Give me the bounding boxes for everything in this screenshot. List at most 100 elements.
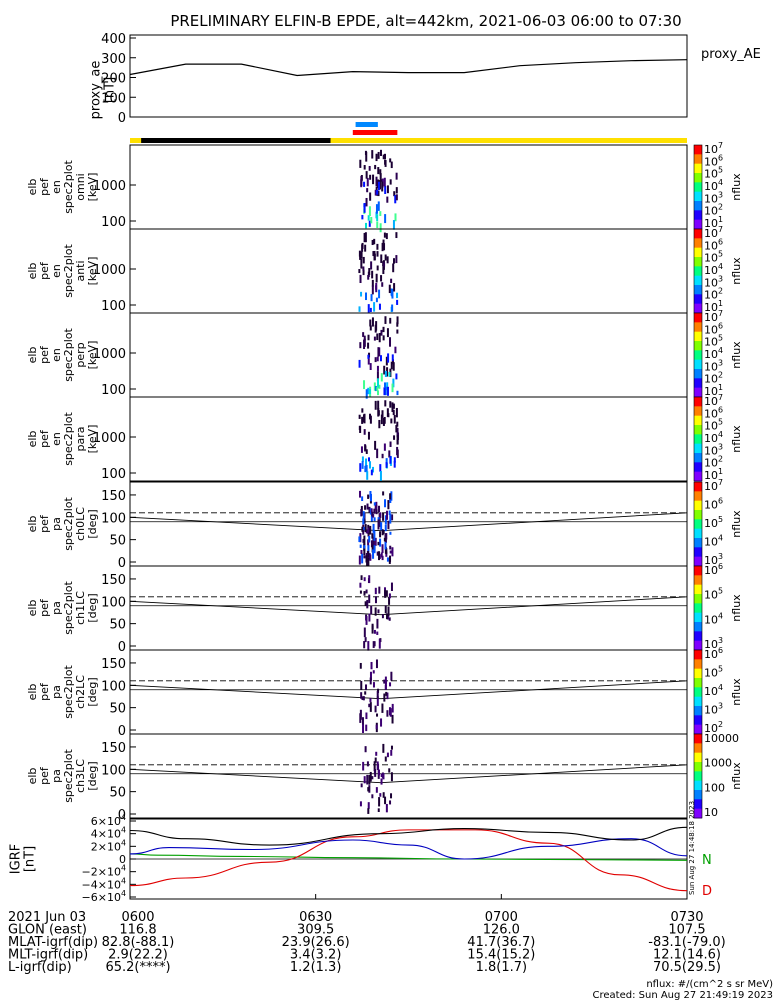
axis-label-line: pa (50, 517, 63, 531)
colorbar-tick-label: 102 (704, 720, 723, 735)
axis-label-line: IGRF (9, 844, 24, 874)
spectrogram-cell (368, 206, 371, 217)
colorbar-segment (694, 566, 702, 576)
spectrogram-cell (365, 458, 368, 467)
ephemeris-value: 15.4(15.2) (467, 948, 535, 963)
axis-label-line: en (50, 264, 63, 278)
spectrogram-cell (371, 544, 374, 553)
colorbar-segment (694, 584, 702, 595)
spectrogram-cell (362, 518, 365, 525)
spectrogram-cell (380, 373, 383, 382)
spectrogram-cell (367, 539, 370, 546)
spectrogram-cell (369, 307, 372, 313)
spectrogram-cell (363, 591, 366, 596)
colorbar-segment (694, 808, 702, 819)
y-tick-label: 150 (101, 573, 126, 588)
spectrogram-cell (386, 752, 389, 758)
spectrogram-cell (384, 796, 387, 805)
spectrogram-cell (359, 662, 362, 669)
colorbar-segment (694, 556, 702, 567)
spectrogram-cell (369, 671, 372, 681)
spectrogram-cell (366, 599, 369, 609)
spectrogram-cell (365, 616, 368, 625)
spectrogram-cell (360, 446, 363, 453)
axis-label-line: pa (50, 601, 63, 615)
colorbar-tick-label: 105 (704, 665, 723, 680)
spectrogram-cell (389, 337, 392, 347)
spectrogram-cell (369, 174, 372, 180)
spectrogram-cell (390, 793, 393, 799)
spectrogram-cell (360, 291, 363, 297)
y-tick-label: 1000 (93, 263, 126, 278)
spectrogram-cell (364, 465, 367, 473)
spectrogram-cell (389, 545, 392, 550)
colorbar-tick-label: 103 (704, 552, 723, 567)
spectrogram-cell (395, 373, 398, 380)
spectrogram-cell (386, 196, 389, 203)
spectrogram-cell (377, 407, 380, 417)
spectrogram-cell (363, 165, 366, 170)
spectrogram-cell (390, 278, 393, 284)
spectrogram-cell (383, 416, 386, 424)
spectrogram-cell (385, 462, 388, 468)
spectrogram-cell (378, 180, 381, 190)
spectrogram-cell (359, 255, 362, 260)
spectrogram-cell (359, 544, 362, 548)
spectrogram-cell (361, 526, 364, 532)
axis-label-line: [keV] (86, 257, 99, 286)
spectrogram-cell (382, 773, 385, 780)
axis-label-line: elb (26, 179, 39, 196)
spectrogram-cell (386, 408, 389, 417)
colorbar-tick-label: 101 (704, 215, 723, 230)
colorbar-segment (694, 294, 702, 305)
axis-label-line: elb (26, 684, 39, 701)
colorbar-tick-label: 107 (704, 309, 723, 324)
axis-label-line: pef (38, 514, 51, 533)
spectrogram-cell (373, 517, 376, 522)
axis-label-line: spec2plot (62, 160, 75, 214)
colorbar-tick-label: 103 (704, 358, 723, 373)
spectrogram-cell (384, 681, 387, 690)
spectrogram-cell (390, 582, 393, 592)
axis-label-line: elb (26, 347, 39, 364)
colorbar-tick-label: 106 (704, 405, 723, 420)
axis-label-line: omni (74, 173, 87, 200)
spectrogram-cell (381, 529, 384, 536)
spectrogram-cell (384, 185, 387, 194)
axis-label-line: pef (38, 261, 51, 280)
ephemeris-value: 2.9(22.2) (108, 948, 168, 963)
colorbar-tick-label: 105 (704, 418, 723, 433)
region-bar-yellow (130, 138, 687, 143)
spectrogram-cell (381, 555, 384, 561)
colorbar-tick-label: 101 (704, 383, 723, 398)
colorbar-segment (694, 538, 702, 548)
loss-cone-line (129, 596, 688, 616)
y-tick-label: 100 (101, 299, 126, 314)
spectrogram-cell (372, 251, 375, 257)
spectrogram-cell (367, 802, 370, 809)
spectrogram-cell (365, 449, 368, 454)
spectrogram-cell (370, 216, 373, 224)
spectrogram-cell (363, 380, 366, 390)
ephemeris-row-label: L-igrf(dip) (8, 960, 72, 975)
spectrogram-cell (373, 629, 376, 634)
y-tick-label: 50 (109, 618, 126, 633)
spectrogram-cell (365, 724, 368, 732)
colorbar-tick-label: 103 (704, 636, 723, 651)
spectrogram-cell (384, 386, 387, 396)
axis-label-line: pa (50, 685, 63, 699)
colorbar-tick-label: 101 (704, 467, 723, 482)
y-tick-label: 4×104 (91, 826, 126, 841)
spectrogram-cell (369, 698, 372, 702)
spectrogram-cell (395, 232, 398, 239)
legend-N: N (702, 853, 712, 868)
ephemeris-value: 1.2(1.3) (290, 960, 342, 975)
axis-label-line: spec2plot (62, 665, 75, 719)
colorbar-tick-label: 102 (704, 371, 723, 386)
y-tick-label: 100 (101, 763, 126, 778)
ephemeris-value: 126.0 (483, 923, 520, 938)
spectrogram-cell (394, 346, 397, 354)
spectrogram-cell (384, 524, 387, 532)
spectrogram-cell (376, 221, 379, 228)
